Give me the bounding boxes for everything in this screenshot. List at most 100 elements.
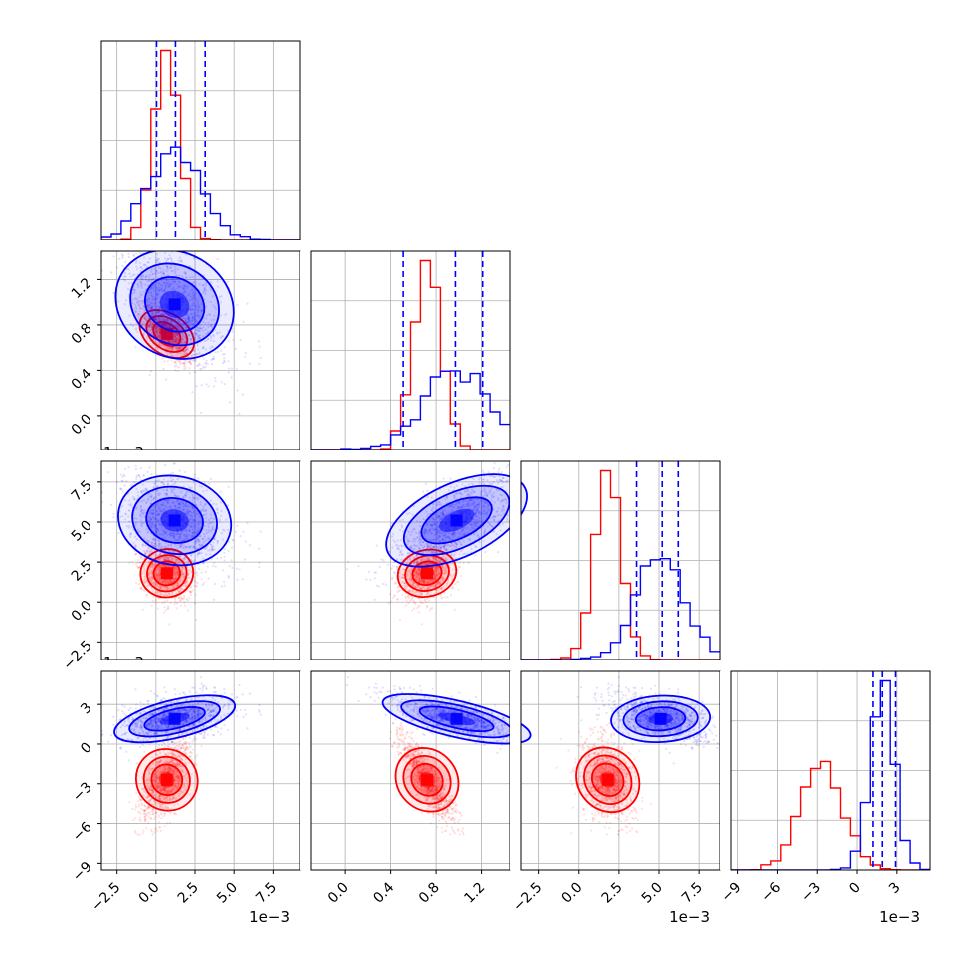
sample-point xyxy=(223,383,226,386)
sample-point xyxy=(169,347,172,350)
sample-point xyxy=(222,569,225,572)
sample-point xyxy=(118,257,121,260)
sample-point xyxy=(166,599,169,602)
sample-point xyxy=(143,317,146,321)
sample-point xyxy=(142,474,145,477)
sample-point xyxy=(205,359,208,362)
sample-point xyxy=(214,351,217,354)
sample-point xyxy=(173,602,176,606)
sample-point xyxy=(112,516,115,519)
sample-point xyxy=(167,352,170,355)
sample-point xyxy=(161,357,164,360)
sample-point xyxy=(220,585,223,588)
sample-point xyxy=(140,587,143,590)
sample-point xyxy=(228,367,231,370)
sample-point xyxy=(458,561,461,564)
sample-point xyxy=(134,562,138,566)
sample-point xyxy=(196,364,199,367)
sample-point xyxy=(169,601,172,605)
sample-point xyxy=(189,590,192,594)
sample-point xyxy=(222,353,225,356)
sample-point xyxy=(223,357,226,360)
sample-point xyxy=(136,474,139,477)
sample-point xyxy=(195,585,198,588)
sample-point xyxy=(149,320,152,323)
sample-point xyxy=(188,367,191,370)
sample-point xyxy=(163,606,166,609)
sample-point xyxy=(208,482,211,485)
sample-point xyxy=(219,490,222,493)
sample-point xyxy=(223,360,226,363)
sample-point xyxy=(177,360,180,363)
sample-point xyxy=(127,253,130,256)
sample-point xyxy=(167,348,170,351)
sample-point xyxy=(163,322,166,326)
sample-point xyxy=(156,607,159,610)
sample-point xyxy=(232,539,235,542)
sample-point xyxy=(204,570,207,574)
panel-1-0 xyxy=(101,251,300,450)
sample-point xyxy=(194,581,197,584)
sample-point xyxy=(451,585,454,588)
sample-point xyxy=(200,367,203,371)
sample-point xyxy=(197,477,200,480)
sample-point xyxy=(164,609,167,612)
sample-point xyxy=(191,391,194,394)
sample-point xyxy=(173,334,176,337)
sample-point xyxy=(168,340,171,343)
sample-point xyxy=(141,557,144,560)
sample-point xyxy=(176,336,179,339)
sample-point xyxy=(188,360,191,364)
sample-point xyxy=(258,345,261,348)
sample-point xyxy=(121,490,124,493)
sample-point xyxy=(216,557,219,560)
sample-point xyxy=(112,255,115,258)
sample-point xyxy=(166,607,169,611)
sample-point xyxy=(174,600,177,603)
sample-point xyxy=(183,360,186,363)
sample-point xyxy=(164,378,168,381)
sample-point xyxy=(175,607,178,610)
sample-point xyxy=(127,255,130,259)
sample-point xyxy=(231,330,234,333)
sample-point xyxy=(182,353,185,356)
sample-point xyxy=(408,599,412,603)
sample-point xyxy=(231,566,234,569)
sample-point xyxy=(155,601,158,604)
sample-point xyxy=(213,385,216,388)
sample-point xyxy=(193,473,196,476)
sample-point xyxy=(148,466,151,469)
sample-point xyxy=(227,280,230,283)
sample-point xyxy=(193,371,197,374)
sample-point xyxy=(228,565,231,568)
sample-point xyxy=(109,503,113,506)
density-peak xyxy=(160,567,173,580)
sample-point xyxy=(162,367,165,371)
sample-point xyxy=(230,367,234,370)
sample-point xyxy=(138,306,142,309)
sample-point xyxy=(248,544,251,547)
sample-point xyxy=(112,512,115,515)
sample-point xyxy=(133,481,136,484)
sample-point xyxy=(175,340,178,343)
sample-point xyxy=(182,362,185,365)
sample-point xyxy=(161,601,164,605)
sample-point xyxy=(220,381,223,384)
sample-point xyxy=(134,581,138,585)
sample-point xyxy=(109,271,113,274)
sample-point xyxy=(207,385,210,388)
sample-point xyxy=(195,619,198,622)
sample-point xyxy=(136,566,139,569)
sample-point xyxy=(158,330,161,333)
sample-point xyxy=(188,372,191,375)
sample-point xyxy=(236,578,239,581)
sample-point xyxy=(236,389,239,392)
sample-point xyxy=(206,565,209,568)
panel-3-1 xyxy=(311,671,510,870)
sample-point xyxy=(143,316,146,319)
sample-point xyxy=(227,371,230,374)
sample-point xyxy=(419,599,422,603)
sample-point xyxy=(220,349,223,352)
sample-point xyxy=(141,608,144,611)
